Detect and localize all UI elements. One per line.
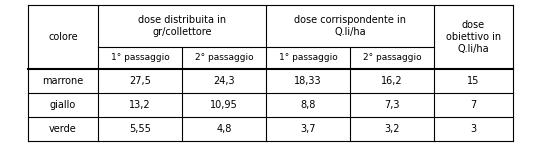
Text: 10,95: 10,95 — [210, 100, 238, 110]
Text: 15: 15 — [467, 76, 480, 86]
Text: 18,33: 18,33 — [294, 76, 322, 86]
Text: marrone: marrone — [42, 76, 84, 86]
Text: 1° passaggio: 1° passaggio — [110, 54, 169, 62]
Text: giallo: giallo — [50, 100, 76, 110]
Text: 4,8: 4,8 — [216, 124, 232, 134]
Text: 24,3: 24,3 — [213, 76, 235, 86]
Text: dose
obiettivo in
Q.li/ha: dose obiettivo in Q.li/ha — [446, 20, 501, 54]
Text: colore: colore — [48, 32, 78, 42]
Text: 16,2: 16,2 — [381, 76, 403, 86]
Text: 3,2: 3,2 — [384, 124, 400, 134]
Text: 7: 7 — [470, 100, 477, 110]
Text: 3: 3 — [471, 124, 477, 134]
Text: 3,7: 3,7 — [300, 124, 316, 134]
Text: dose corrispondente in
Q.li/ha: dose corrispondente in Q.li/ha — [294, 15, 406, 37]
Text: 2° passaggio: 2° passaggio — [195, 54, 253, 62]
Text: dose distribuita in
gr/collettore: dose distribuita in gr/collettore — [138, 15, 226, 37]
Text: verde: verde — [49, 124, 77, 134]
Text: 1° passaggio: 1° passaggio — [279, 54, 338, 62]
Text: 8,8: 8,8 — [300, 100, 316, 110]
Text: 2° passaggio: 2° passaggio — [362, 54, 421, 62]
Text: 5,55: 5,55 — [129, 124, 151, 134]
Text: 7,3: 7,3 — [384, 100, 400, 110]
Text: 13,2: 13,2 — [129, 100, 151, 110]
Text: 27,5: 27,5 — [129, 76, 151, 86]
